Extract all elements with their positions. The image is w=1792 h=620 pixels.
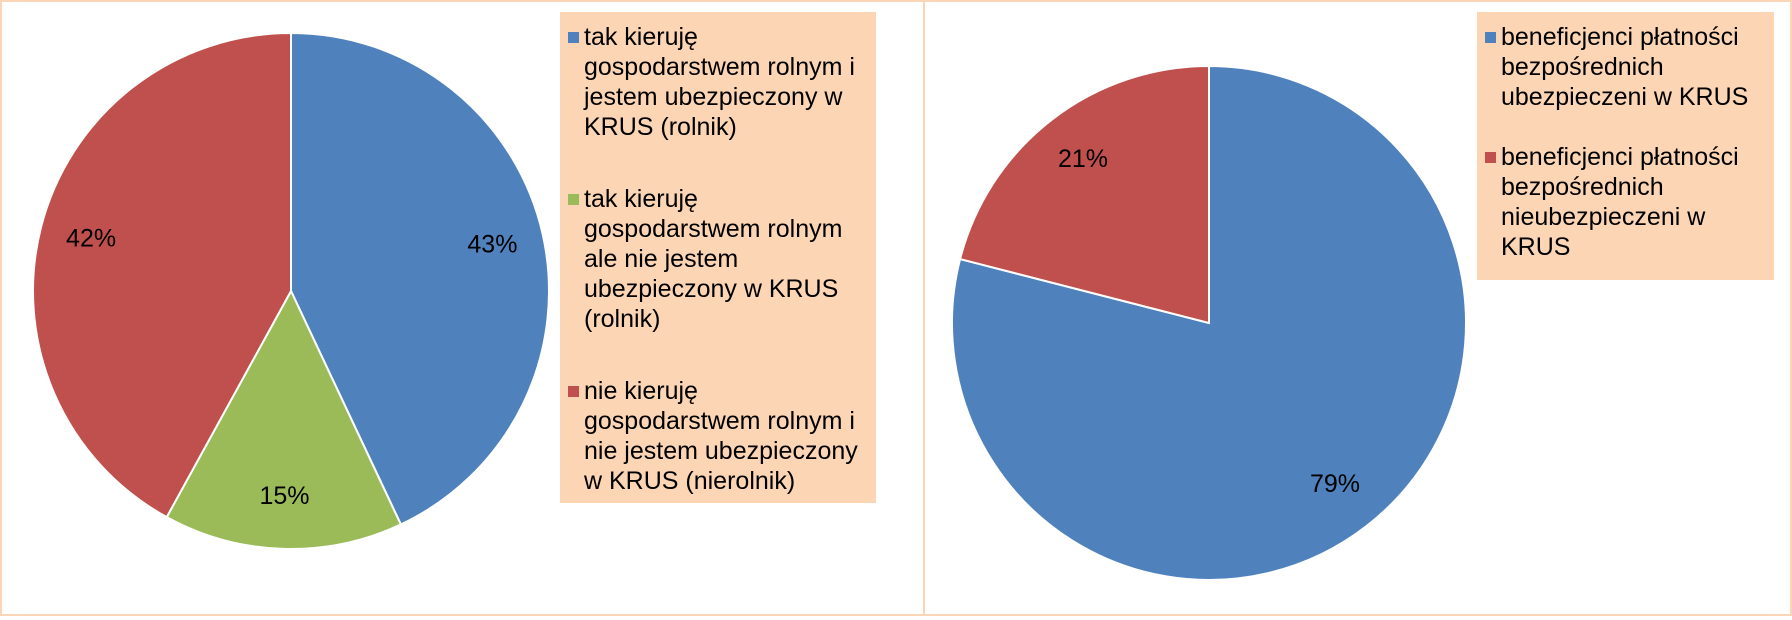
legend-label: tak kieruję gospodarstwem rolnym i jeste… <box>584 23 855 141</box>
data-label: 15% <box>259 482 309 510</box>
data-label: 21% <box>1058 145 1108 173</box>
legend-label: beneficjenci płatności bezpośrednich nie… <box>1501 143 1739 261</box>
data-label: 43% <box>467 231 517 259</box>
panel <box>923 0 1792 616</box>
legend-swatch <box>1485 152 1496 163</box>
legend: tak kieruję gospodarstwem rolnym i jeste… <box>560 12 876 503</box>
pie-slice <box>165 288 403 550</box>
legend-swatch <box>1485 32 1496 43</box>
legend-swatch <box>568 386 579 397</box>
data-label: 42% <box>66 224 116 252</box>
legend-item: tak kieruję gospodarstwem rolnym ale nie… <box>568 184 868 334</box>
legend-swatch <box>568 32 579 43</box>
legend-swatch <box>568 194 579 205</box>
legend-item: tak kieruję gospodarstwem rolnym i jeste… <box>568 22 868 142</box>
pie-slice <box>32 31 292 519</box>
pie-slice <box>290 31 550 526</box>
legend-label: beneficjenci płatności bezpośrednich ube… <box>1501 23 1749 111</box>
legend-item: beneficjenci płatności bezpośrednich ube… <box>1485 22 1766 112</box>
legend-item: beneficjenci płatności bezpośrednich nie… <box>1485 142 1766 262</box>
data-label: 79% <box>1310 470 1360 498</box>
legend: beneficjenci płatności bezpośrednich ube… <box>1477 12 1774 280</box>
pie-slice <box>951 64 1467 581</box>
legend-label: nie kieruję gospodarstwem rolnym i nie j… <box>584 377 858 495</box>
legend-item: nie kieruję gospodarstwem rolnym i nie j… <box>568 376 868 496</box>
pie-slice <box>958 64 1210 325</box>
legend-label: tak kieruję gospodarstwem rolnym ale nie… <box>584 185 843 333</box>
